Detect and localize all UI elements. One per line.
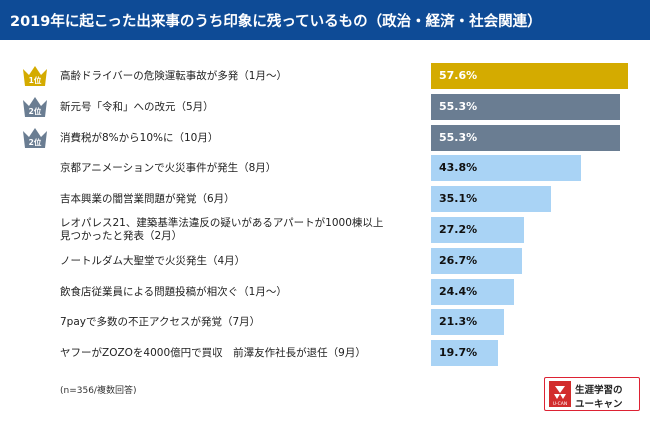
category-label: ノートルダム大聖堂で火災発生（4月） [60, 255, 245, 268]
bar-value-label: 43.8% [439, 161, 478, 175]
logo-line-1: 生涯学習の [575, 385, 623, 396]
rank-crown-icon: 2位 [23, 96, 47, 117]
logo-mark-text: U-CAN [553, 401, 568, 407]
bar-value-label: 55.3% [439, 130, 478, 144]
sample-note: (n=356/複数回答) [60, 386, 137, 396]
chart-row: 飲食店従業員による問題投稿が相次ぐ（1月〜） 24.4% [0, 278, 650, 305]
category-label-line: 消費税が8%から10%に（10月） [60, 131, 219, 144]
chart-row: ノートルダム大聖堂で火災発生（4月） 26.7% [0, 247, 650, 274]
chart-row: レオパレス21、建築基準法違反の疑いがあるアパートが1000棟以上 見つかったと発… [0, 217, 650, 243]
bar-value-label: 26.7% [439, 253, 478, 267]
category-label-line: 7payで多数の不正アクセスが発覚（7月） [60, 316, 261, 329]
category-label: 吉本興業の闇営業問題が発覚（6月） [60, 193, 235, 206]
category-label: 高齢ドライバーの危険運転事故が多発（1月〜） [60, 70, 287, 83]
category-label-line: 高齢ドライバーの危険運転事故が多発（1月〜） [60, 70, 287, 82]
bar-value-label: 24.4% [439, 284, 478, 298]
rank-crown-icon: 2位 [23, 127, 47, 148]
ucan-logo: U-CAN 生涯学習の ユーキャン [544, 377, 640, 411]
bar: 26.7% [431, 247, 523, 274]
category-label-line: 新元号「令和」への改元（5月） [60, 100, 214, 113]
chart-row: 吉本興業の闇営業問題が発覚（6月） 35.1% [0, 186, 650, 213]
category-label-line: レオパレス21、建築基準法違反の疑いがあるアパートが1000棟以上 [60, 217, 384, 229]
chart-row: 1位 高齢ドライバーの危険運転事故が多発（1月〜） 57.6% [0, 63, 650, 89]
header-bar: 2019年に起こった出来事のうち印象に残っているもの（政治・経済・社会関連） [0, 0, 650, 40]
rank-label: 2位 [29, 106, 42, 116]
chart-row: 京都アニメーションで火災事件が発生（8月） 43.8% [0, 155, 650, 182]
rank-label: 1位 [29, 75, 42, 85]
bar: 55.3% [431, 93, 621, 120]
bar-value-label: 19.7% [439, 346, 478, 360]
rank-label: 2位 [29, 137, 42, 147]
chart-row: 2位 消費税が8%から10%に（10月） 55.3% [0, 124, 650, 151]
bar-value-label: 57.6% [439, 69, 478, 82]
category-label-line: 見つかったと発表（2月） [60, 230, 183, 242]
bar: 27.2% [431, 217, 525, 243]
category-label: ヤフーがZOZOを4000億円で買収 前澤友作社長が退任（9月） [60, 347, 366, 360]
logo-line-2: ユーキャン [575, 399, 623, 410]
bar: 35.1% [431, 186, 552, 213]
category-label-line: 飲食店従業員による問題投稿が相次ぐ（1月〜） [60, 285, 287, 298]
category-label: 新元号「令和」への改元（5月） [60, 101, 214, 114]
chart-title: 2019年に起こった出来事のうち印象に残っているもの（政治・経済・社会関連） [10, 14, 542, 30]
rank-crown-icon: 1位 [23, 66, 47, 86]
category-label-line: 吉本興業の闇営業問題が発覚（6月） [60, 193, 235, 206]
bar: 43.8% [431, 155, 581, 182]
bar: 24.4% [431, 278, 515, 305]
bar-value-label: 55.3% [439, 99, 478, 113]
category-label: 京都アニメーションで火災事件が発生（8月） [60, 162, 276, 175]
ucan-logo-icon: U-CAN [549, 381, 571, 407]
category-label-line: ヤフーがZOZOを4000億円で買収 前澤友作社長が退任（9月） [60, 347, 366, 360]
bar: 55.3% [431, 124, 621, 151]
bar-value-label: 27.2% [439, 223, 478, 236]
bar: 57.6% [431, 63, 628, 89]
bar: 19.7% [431, 340, 499, 367]
bar-value-label: 35.1% [439, 192, 478, 206]
category-label-line: 京都アニメーションで火災事件が発生（8月） [60, 162, 277, 175]
category-label: 7payで多数の不正アクセスが発覚（7月） [60, 316, 260, 329]
category-label-line: ノートルダム大聖堂で火災発生（4月） [60, 254, 246, 267]
chart-row: 7payで多数の不正アクセスが発覚（7月） 21.3% [0, 309, 650, 336]
bar: 21.3% [431, 309, 504, 336]
category-label: レオパレス21、建築基準法違反の疑いがあるアパートが1000棟以上 見つかったと発… [60, 217, 383, 243]
category-label: 消費税が8%から10%に（10月） [60, 132, 218, 145]
chart-row: 2位 新元号「令和」への改元（5月） 55.3% [0, 93, 650, 120]
bar-value-label: 21.3% [439, 315, 478, 329]
chart-row: ヤフーがZOZOを4000億円で買収 前澤友作社長が退任（9月） 19.7% [0, 340, 650, 367]
category-label: 飲食店従業員による問題投稿が相次ぐ（1月〜） [60, 286, 287, 299]
